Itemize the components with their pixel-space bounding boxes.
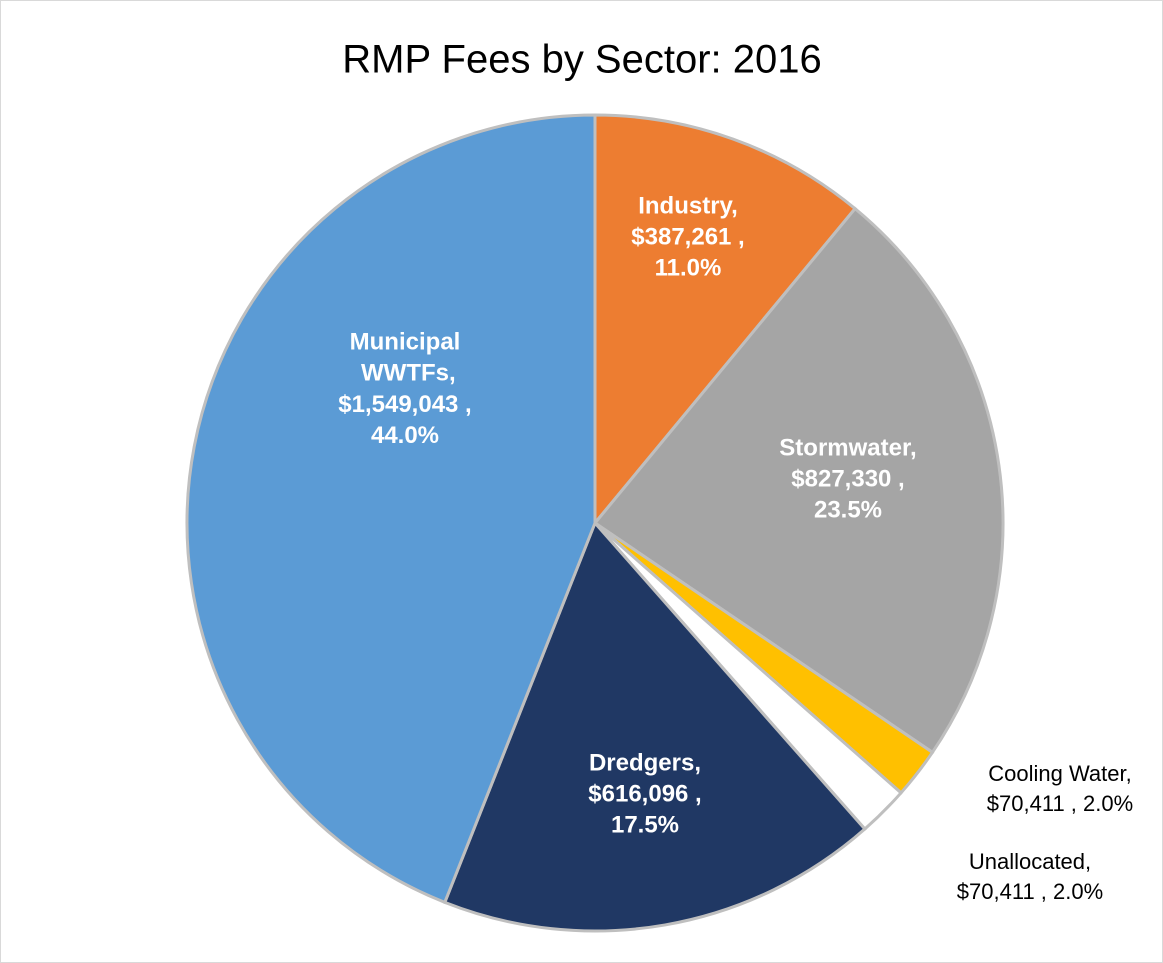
pie-slice [185,113,597,905]
slice-value-row: $70,411 , 2.0% [987,791,1133,816]
pie-slice [442,520,867,933]
slice-label: Stormwater, [779,434,916,461]
slice-percent-label: 17.5% [611,811,679,838]
slice-percent-label: 23.5% [814,496,882,523]
slice-percent-label: 2.0% [1053,879,1103,904]
slice-label: Unallocated, [969,849,1091,874]
slice-percent-label: 2.0% [1083,791,1133,816]
slice-label: Industry, [638,192,738,219]
pie-slice [593,113,858,528]
slice-value-label: $387,261 , [631,223,744,250]
slice-value-row: $70,411 , 2.0% [957,879,1103,904]
slice-value-label: $1,549,043 , [338,391,471,418]
chart-title: RMP Fees by Sector: 2016 [342,38,822,82]
slice-label: Municipal WWTFs, [350,329,461,387]
slice-label-line: Municipal [350,329,461,356]
slice-value-label: $70,411 , [957,879,1047,904]
slice-value-label: $70,411 , [987,791,1077,816]
slice-percent-label: 44.0% [371,422,439,449]
slice-percent-label: 11.0% [655,254,722,281]
slice-value-label: $827,330 , [791,465,904,492]
slice-value-label: $616,096 , [588,780,701,807]
slice-label-line: WWTFs, [354,360,455,387]
pie-slice [592,206,1005,755]
slice-label: Dredgers, [589,749,701,776]
slice-label: Cooling Water, [988,761,1131,786]
